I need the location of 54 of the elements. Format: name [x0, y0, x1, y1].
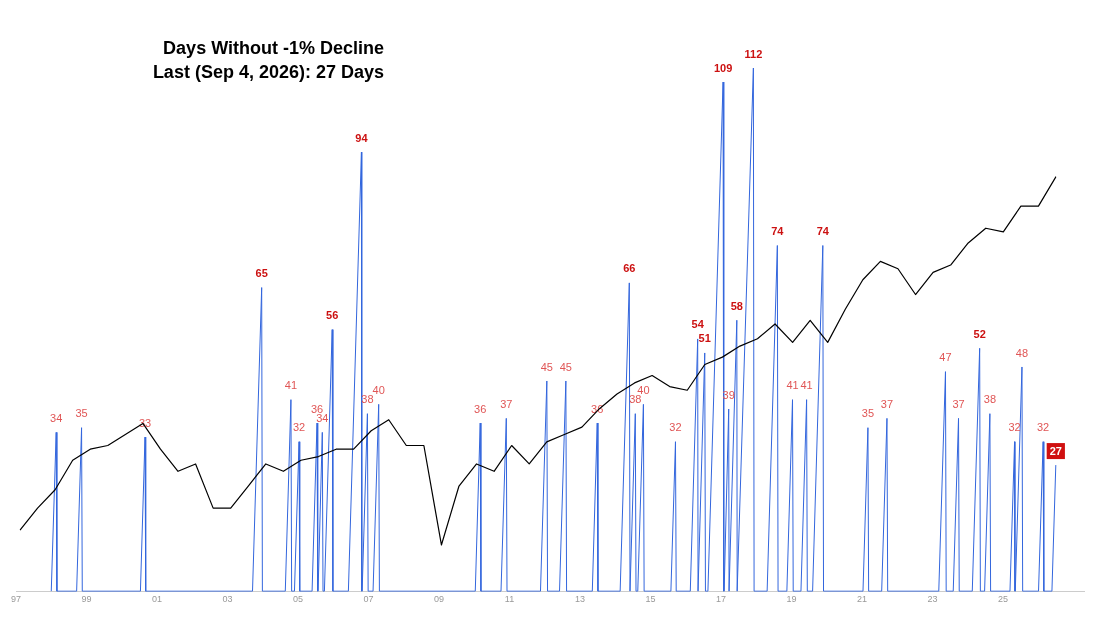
data-label: 109	[713, 61, 733, 74]
x-tick-label: 07	[363, 594, 374, 605]
x-tick-label: 23	[927, 594, 938, 605]
data-label: 32	[1036, 421, 1050, 434]
data-label: 74	[816, 225, 830, 238]
data-label: 35	[861, 407, 875, 420]
x-tick-label: 15	[645, 594, 656, 605]
data-label: 48	[1015, 346, 1029, 359]
chart-subtitle: Last (Sep 4, 2026): 27 Days	[151, 61, 384, 84]
data-label: 58	[730, 299, 743, 312]
data-label: 37	[500, 397, 513, 410]
data-label: 45	[540, 360, 553, 373]
data-label: 32	[292, 421, 306, 434]
data-label: 66	[623, 262, 636, 275]
data-label: 36	[474, 402, 487, 415]
data-label: 32	[1008, 421, 1021, 434]
data-label: 74	[771, 225, 785, 238]
x-tick-label: 25	[997, 594, 1008, 605]
data-label: 27	[1049, 444, 1062, 457]
data-label: 41	[786, 379, 799, 392]
x-tick-label: 11	[504, 594, 515, 605]
data-label: 56	[326, 309, 339, 322]
data-label: 35	[75, 407, 88, 420]
data-label: 40	[372, 383, 385, 396]
data-label: 41	[800, 379, 813, 392]
x-tick-label: 13	[574, 594, 585, 605]
x-tick-label: 01	[151, 594, 162, 605]
x-tick-label: 05	[292, 594, 303, 605]
data-label: 47	[939, 351, 952, 364]
data-label: 41	[284, 379, 298, 392]
data-label: 36	[310, 402, 324, 415]
data-label: 45	[559, 360, 572, 373]
data-label: 37	[952, 397, 965, 410]
x-tick-label: 97	[11, 594, 22, 605]
data-label: 34	[50, 411, 63, 424]
data-label: 112	[744, 47, 763, 60]
data-label: 38	[629, 393, 642, 406]
data-label: 65	[255, 267, 268, 280]
data-label: 33	[138, 416, 152, 429]
x-tick-label: 03	[222, 594, 233, 605]
x-tick-label: 99	[81, 594, 92, 605]
x-tick-label: 17	[715, 594, 726, 605]
x-tick-label: 21	[856, 594, 867, 605]
data-label: 52	[973, 327, 986, 340]
x-tick-label: 19	[786, 594, 797, 605]
data-label: 51	[698, 332, 711, 345]
data-label: 54	[691, 318, 705, 331]
x-tick-label: 09	[433, 594, 444, 605]
data-label: 32	[669, 421, 682, 434]
data-label: 94	[355, 131, 369, 144]
data-label: 38	[983, 393, 997, 406]
data-label: 40	[637, 383, 650, 396]
chart-title: Days Without -1% Decline	[162, 37, 384, 60]
data-label: 37	[880, 397, 894, 410]
